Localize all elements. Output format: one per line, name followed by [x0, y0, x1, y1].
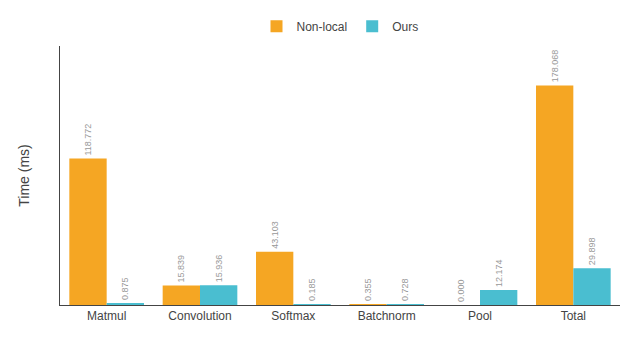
svg-text:0.728: 0.728: [400, 278, 410, 301]
svg-text:Convolution: Convolution: [168, 309, 231, 323]
svg-text:118.772: 118.772: [83, 124, 93, 156]
svg-text:Time (ms): Time (ms): [16, 144, 32, 206]
svg-text:178.068: 178.068: [550, 50, 560, 83]
svg-text:0.355: 0.355: [363, 278, 373, 301]
svg-text:Total: Total: [561, 309, 586, 323]
svg-text:Pool: Pool: [468, 309, 492, 323]
svg-text:Matmul: Matmul: [87, 309, 126, 323]
svg-text:12.174: 12.174: [494, 259, 504, 287]
svg-text:0.875: 0.875: [120, 277, 130, 300]
svg-text:0.185: 0.185: [307, 278, 317, 301]
svg-text:Batchnorm: Batchnorm: [358, 309, 416, 323]
svg-text:0.000: 0.000: [456, 279, 466, 302]
svg-text:Non-local: Non-local: [297, 20, 348, 34]
svg-text:Softmax: Softmax: [271, 309, 315, 323]
svg-text:Ours: Ours: [392, 20, 418, 34]
svg-text:43.103: 43.103: [270, 221, 280, 249]
svg-text:15.839: 15.839: [176, 255, 186, 283]
svg-text:29.898: 29.898: [587, 238, 597, 266]
svg-text:15.936: 15.936: [214, 255, 224, 283]
